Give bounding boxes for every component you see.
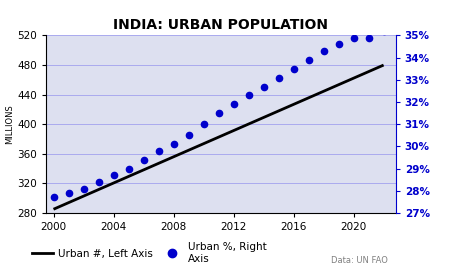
Legend: Urban #, Left Axis, Urban %, Right
Axis: Urban #, Left Axis, Urban %, Right Axis [28, 238, 270, 268]
Text: Data: UN FAO: Data: UN FAO [330, 256, 387, 265]
Y-axis label: MILLIONS: MILLIONS [6, 104, 14, 144]
Title: INDIA: URBAN POPULATION: INDIA: URBAN POPULATION [113, 17, 328, 32]
